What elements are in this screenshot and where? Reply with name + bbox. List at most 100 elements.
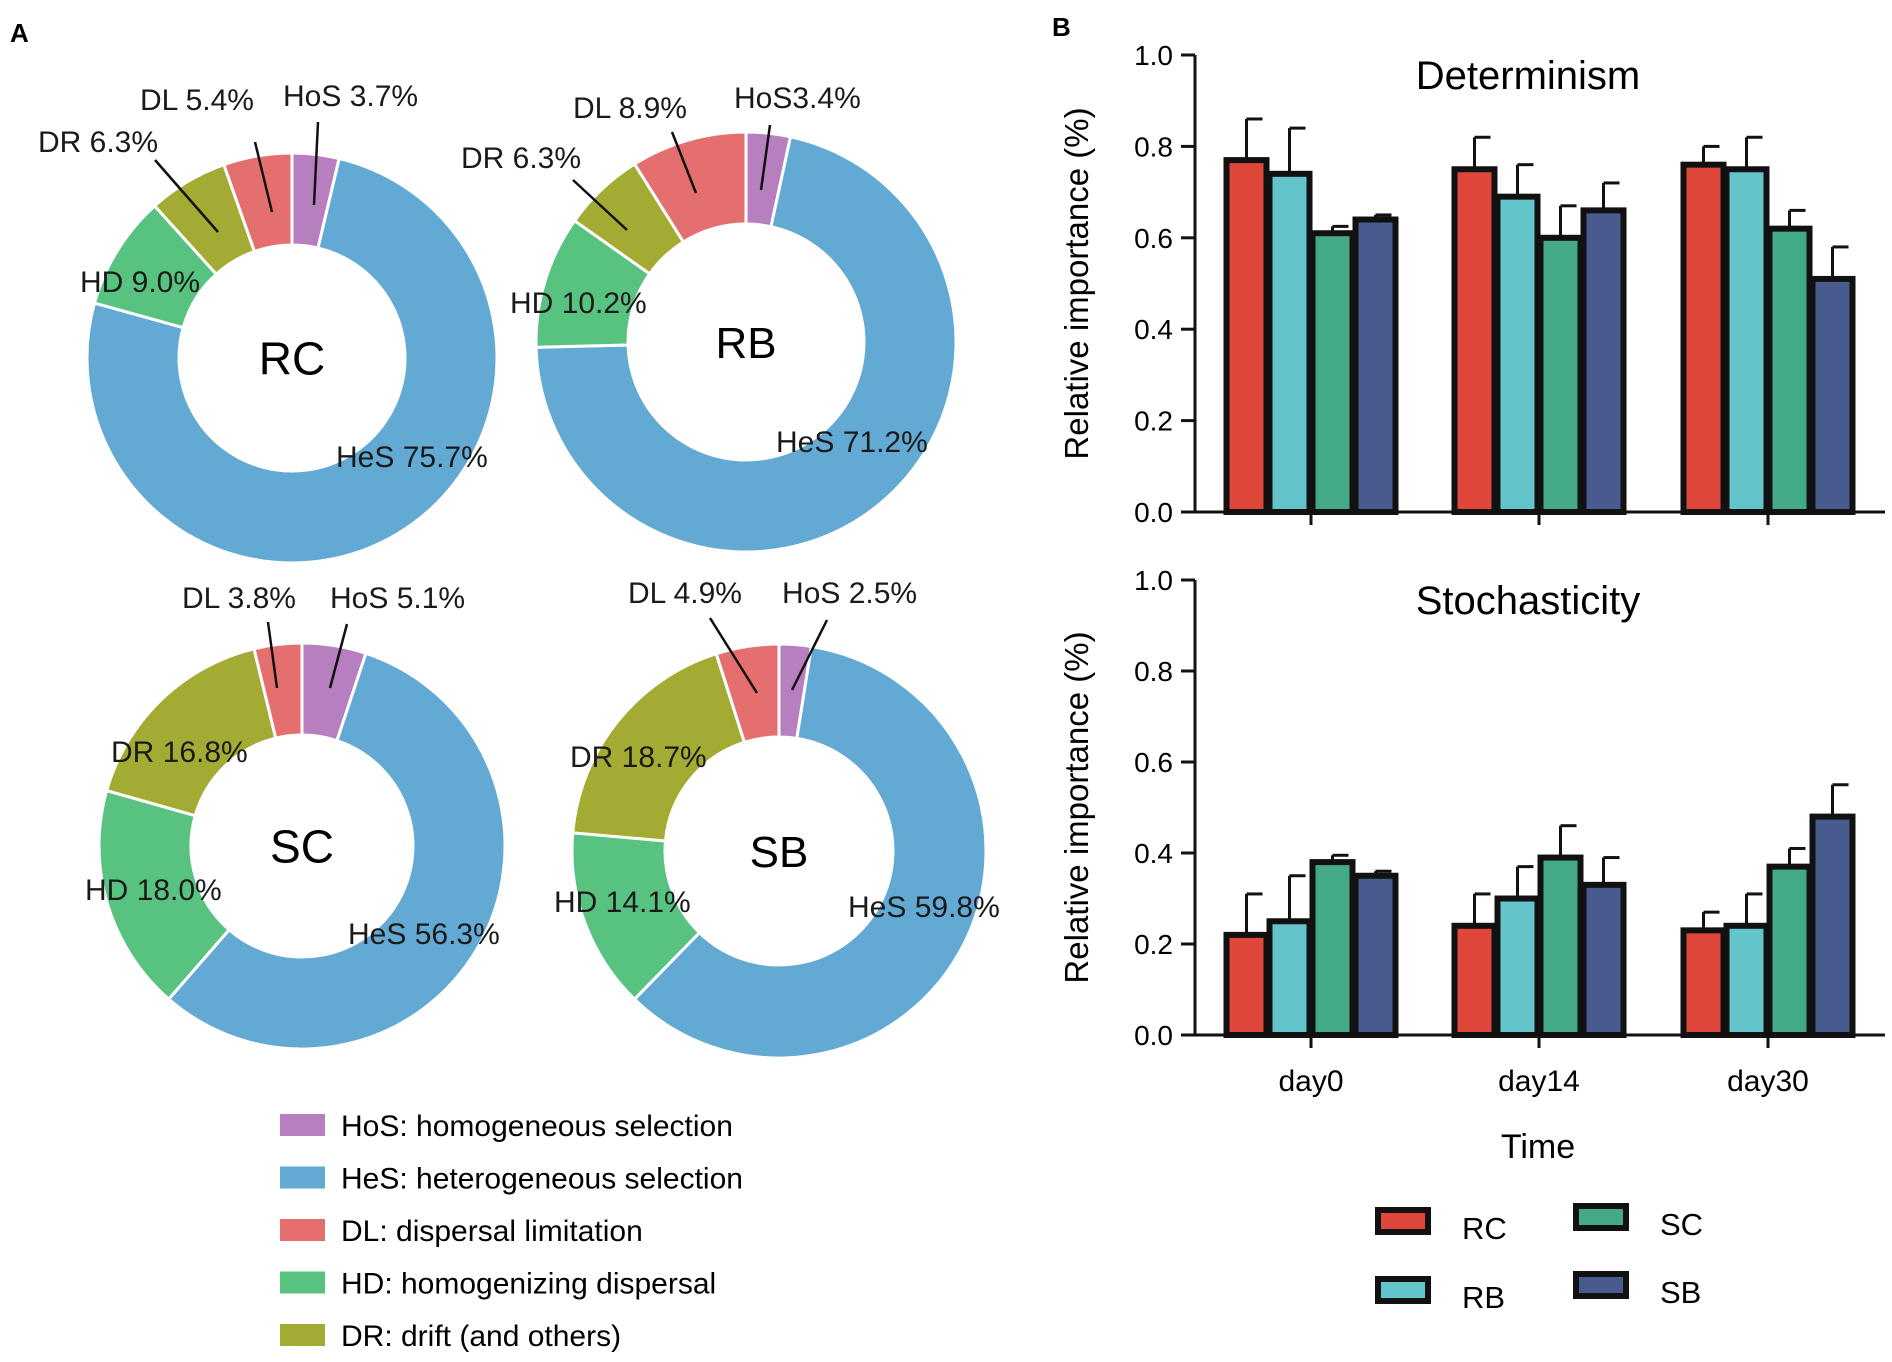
y-tick-label: 0.8 bbox=[1134, 131, 1173, 162]
bar-sc-day14 bbox=[1537, 854, 1584, 1038]
bar-legend-item-rc: RC bbox=[1375, 1207, 1507, 1246]
bar-legend-label: SC bbox=[1660, 1207, 1703, 1242]
y-tick-label: 0.8 bbox=[1134, 656, 1173, 687]
leader-line-hos bbox=[328, 623, 349, 689]
x-tick-label: day0 bbox=[1278, 1065, 1343, 1098]
y-tick-label: 0.0 bbox=[1134, 497, 1173, 528]
bar-legend-swatch bbox=[1573, 1203, 1629, 1231]
y-tick-label: 1.0 bbox=[1134, 40, 1173, 71]
slice-label-dl: DL 3.8% bbox=[182, 582, 296, 615]
bar-legend-item-rb: RB bbox=[1375, 1276, 1505, 1315]
bar-rb-day14 bbox=[1494, 193, 1541, 515]
chart-title: Determinism bbox=[1416, 54, 1640, 98]
bar-sc-day0 bbox=[1309, 859, 1356, 1038]
y-tick-label: 1.0 bbox=[1134, 565, 1173, 596]
slice-hes bbox=[632, 644, 988, 1060]
leader-line-dl bbox=[670, 131, 698, 194]
legend-label: DR: drift (and others) bbox=[341, 1320, 621, 1353]
legend-swatch bbox=[280, 1114, 325, 1136]
bar-legend-label: SB bbox=[1660, 1275, 1701, 1310]
bar-sc-day30 bbox=[1766, 863, 1813, 1039]
bar-sc-day14 bbox=[1537, 234, 1584, 516]
bar-sc-day30 bbox=[1766, 225, 1813, 515]
slice-dr bbox=[571, 651, 747, 843]
bar-rc-day14 bbox=[1451, 922, 1498, 1038]
donut-center-label: SC bbox=[270, 821, 334, 873]
bar-rb-day30 bbox=[1723, 922, 1770, 1038]
leader-line-hos bbox=[312, 121, 320, 206]
donut-sb: HoS 2.5% HeS 59.8% HD 14.1% DR 18.7% DL 4.9%… bbox=[554, 577, 1000, 1060]
slice-label-hos: HoS 5.1% bbox=[330, 582, 465, 615]
leader-line-hos bbox=[790, 619, 829, 691]
y-axis-label: Relative importance (%) bbox=[1058, 107, 1095, 459]
legend-label: DL: dispersal limitation bbox=[341, 1215, 643, 1248]
slice-label-dl: DL 8.9% bbox=[573, 92, 687, 125]
bar-sb-day14 bbox=[1580, 881, 1627, 1038]
bar-legend-label: RB bbox=[1462, 1280, 1505, 1315]
slice-label-hes: HeS 56.3% bbox=[348, 918, 500, 951]
slice-label-dr: DR 6.3% bbox=[461, 142, 581, 175]
leader-line-dr bbox=[572, 179, 628, 231]
legend-swatch bbox=[280, 1324, 325, 1346]
y-tick-label: 0.4 bbox=[1134, 838, 1173, 869]
slice-hes bbox=[534, 134, 958, 554]
legend-item-hes: HeS: heterogeneous selection bbox=[280, 1163, 743, 1196]
slice-label-dr: DR 18.7% bbox=[570, 741, 707, 774]
slice-hes bbox=[166, 651, 507, 1051]
y-tick-label: 0.4 bbox=[1134, 314, 1173, 345]
y-tick-label: 0.6 bbox=[1134, 223, 1173, 254]
donut-rb: HoS3.4% HeS 71.2% HD 10.2% DR 6.3% DL 8.9% RB bbox=[461, 82, 958, 554]
slice-label-hes: HeS 59.8% bbox=[848, 891, 1000, 924]
bar-chart-determinism: Determinism Relative importance (%) 0.0 0.2… bbox=[1058, 40, 1885, 528]
legend-label: HD: homogenizing dispersal bbox=[341, 1268, 716, 1301]
donut-charts: HoS 3.7% HeS 75.7% HD 9.0% DR 6.3% DL 5.4% RC… bbox=[38, 80, 1000, 1060]
y-tick-label: 0.0 bbox=[1134, 1020, 1173, 1051]
legend-label: HoS: homogeneous selection bbox=[341, 1110, 733, 1143]
bar-legend-swatch bbox=[1375, 1276, 1431, 1304]
slice-label-hos: HoS 3.7% bbox=[283, 80, 418, 113]
bar-sb-day0 bbox=[1352, 872, 1399, 1038]
bar-legend-item-sb: SB bbox=[1573, 1271, 1701, 1310]
bar-rb-day14 bbox=[1494, 895, 1541, 1038]
bar-legend-label: RC bbox=[1462, 1211, 1507, 1246]
slice-hd bbox=[97, 788, 232, 1002]
bar-legend: RC SC RB SB bbox=[1375, 1203, 1703, 1315]
legend-swatch bbox=[280, 1166, 325, 1189]
y-tick-label: 0.2 bbox=[1134, 406, 1173, 437]
legend-item-dr: DR: drift (and others) bbox=[280, 1320, 621, 1353]
bar-legend-item-sc: SC bbox=[1573, 1203, 1703, 1242]
bar-xlabel: Time bbox=[1501, 1128, 1575, 1166]
bar-sb-day0 bbox=[1352, 216, 1399, 516]
slice-label-dr: DR 6.3% bbox=[38, 126, 158, 159]
bar-rc-day30 bbox=[1680, 161, 1727, 515]
donut-center-label: RC bbox=[259, 333, 325, 385]
bar-rb-day0 bbox=[1266, 918, 1313, 1038]
slice-label-hd: HD 14.1% bbox=[554, 886, 691, 919]
pie-legend: HoS: homogeneous selection HeS: heterogen… bbox=[280, 1110, 743, 1353]
bar-sc-day0 bbox=[1309, 230, 1356, 515]
legend-item-hos: HoS: homogeneous selection bbox=[280, 1110, 733, 1143]
slice-label-hd: HD 10.2% bbox=[510, 287, 647, 320]
donut-center-label: SB bbox=[750, 828, 809, 877]
donut-rc: HoS 3.7% HeS 75.7% HD 9.0% DR 6.3% DL 5.4% RC bbox=[38, 80, 499, 565]
bar-rb-day30 bbox=[1723, 166, 1770, 515]
leader-line-dl bbox=[708, 617, 759, 694]
bar-sb-day14 bbox=[1580, 207, 1627, 515]
slice-label-dr: DR 16.8% bbox=[111, 736, 248, 769]
bar-rc-day30 bbox=[1680, 927, 1727, 1038]
slice-dl bbox=[252, 641, 304, 740]
slice-hes bbox=[85, 156, 499, 565]
bar-rc-day0 bbox=[1223, 931, 1270, 1039]
donut-center-label: RB bbox=[715, 319, 776, 368]
legend-swatch bbox=[280, 1271, 325, 1294]
slice-label-dl: DL 5.4% bbox=[140, 84, 254, 117]
bar-rc-day0 bbox=[1223, 157, 1270, 516]
slice-label-dl: DL 4.9% bbox=[628, 577, 742, 610]
bar-rb-day0 bbox=[1266, 170, 1313, 515]
legend-item-hd: HD: homogenizing dispersal bbox=[280, 1268, 716, 1301]
slice-dl bbox=[221, 151, 294, 254]
panel-label-a: A bbox=[10, 18, 29, 48]
y-axis-label: Relative importance (%) bbox=[1058, 631, 1095, 983]
bar-legend-swatch bbox=[1573, 1271, 1629, 1299]
leader-line-hos bbox=[759, 124, 772, 191]
